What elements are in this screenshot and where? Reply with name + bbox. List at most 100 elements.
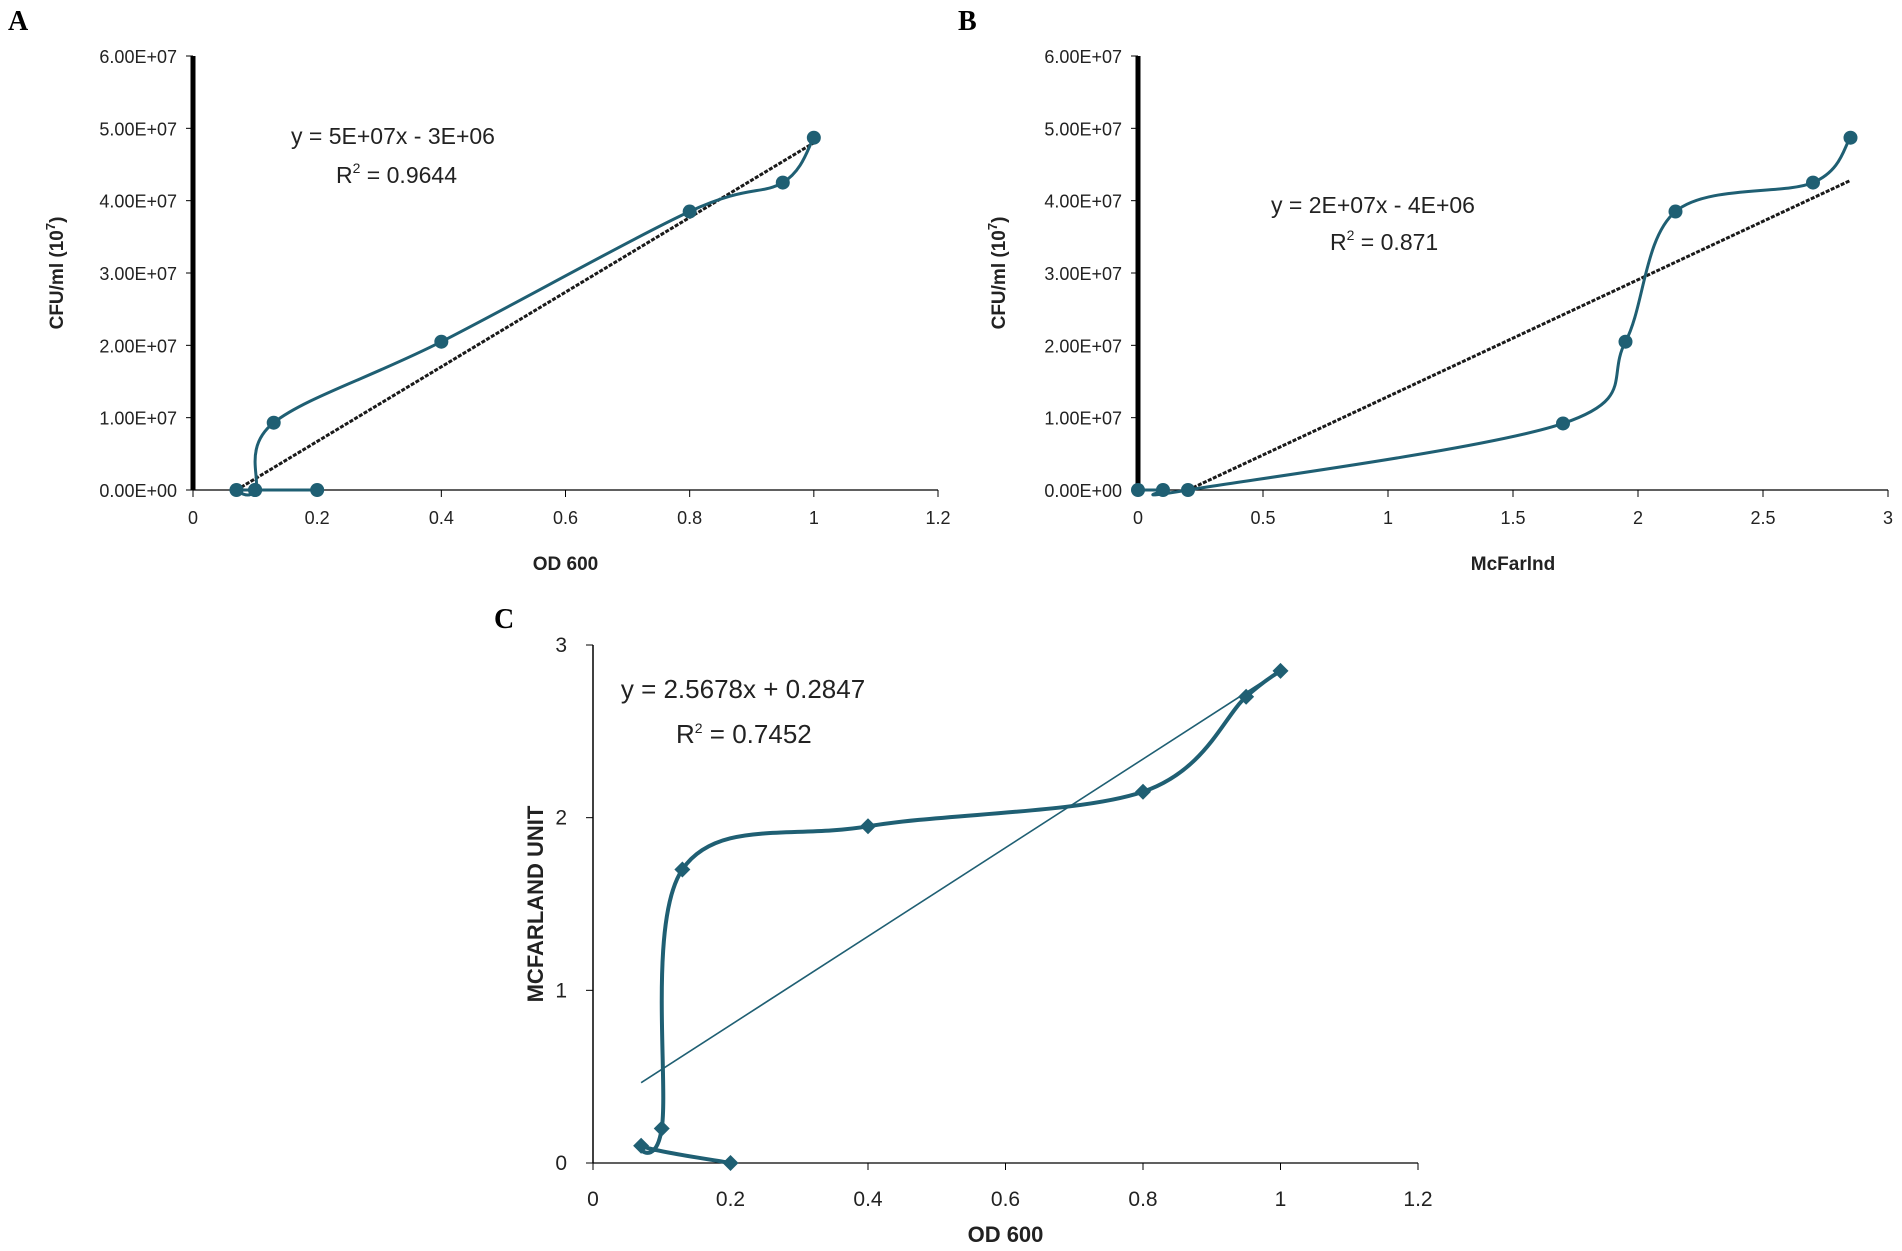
data-point [1181,483,1195,497]
trendline [1187,179,1852,492]
chart-panel-b: B 0 0.5 1 1.5 2 2.5 3 0.00E+00 1.00E+07 2.00E+07 3.… [958,6,1893,575]
chart-panel-a: A 0 0.2 0.4 0.6 0.8 1 1.2 0.00E+00 1.00E+07 2.00E+… [8,6,951,575]
y-axis-title-text: CFU/ml (10 [989,230,1010,329]
x-axis-title: OD 600 [968,1222,1044,1247]
y-axis-title-close: ) [47,217,68,223]
series-line [1138,136,1852,497]
x-tick-label: 0.8 [677,508,702,528]
trendline [640,669,1281,1084]
panel-label: A [8,6,29,37]
x-tick-label: 1 [1383,508,1393,528]
data-point [266,415,281,430]
data-point [1135,783,1151,800]
y-tick-label: 6.00E+07 [1044,47,1122,67]
y-axis-title-text: MCFARLAND UNIT [523,805,548,1002]
trendline [235,141,815,492]
y-axis-title-exponent: 7 [985,223,1000,230]
r-squared-label: R [336,162,353,188]
x-axis-title: OD 600 [533,554,598,575]
y-tick-label: 5.00E+07 [1044,119,1122,139]
data-point [1668,204,1683,219]
y-tick-label: 0 [555,1152,567,1175]
data-point [1272,662,1289,679]
x-tick-label: 0.6 [991,1188,1020,1211]
data-point [1156,483,1170,497]
data-point [1556,416,1570,431]
trendline-equation: y = 2.5678x + 0.2847 [621,674,865,704]
y-axis-title: CFU/ml (107) [43,217,68,330]
trendline-equation: y = 2E+07x - 4E+06 [1271,192,1475,218]
data-point [248,483,263,497]
y-tick-label: 4.00E+07 [99,192,177,212]
x-tick-label: 3 [1883,508,1893,528]
x-tick-label: 0.2 [305,508,330,528]
chart-panel-c: C 0 0.2 0.4 0.6 0.8 1 1.2 0 1 2 3 OD 600 MCFARLAND UN… [494,604,1433,1247]
r-squared-value: = 0.871 [1354,229,1438,255]
x-tick-label: 0 [587,1188,599,1211]
y-tick-label: 1.00E+07 [1044,409,1122,429]
y-tick-label: 1 [555,979,567,1002]
r-squared: R2 = 0.7452 [676,719,812,749]
data-point [434,334,449,349]
data-point [1618,334,1633,349]
r-squared-exponent: 2 [353,160,361,176]
y-tick-label: 3 [555,634,567,657]
y-axis-title-text: CFU/ml (10 [47,230,68,329]
x-tick-label: 0.4 [853,1188,883,1211]
data-point [722,1155,739,1171]
y-tick-label: 0.00E+00 [99,481,177,501]
y-axis-title-close: ) [989,217,1010,223]
data-point [633,1137,650,1154]
x-tick-label: 1.2 [1403,1188,1432,1211]
data-point [1843,130,1858,145]
r-squared: R2 = 0.9644 [336,160,457,188]
trendline-equation: y = 5E+07x - 3E+06 [291,123,495,149]
x-tick-label: 1.2 [925,508,950,528]
y-tick-label: 3.00E+07 [1044,264,1122,284]
data-point [1238,688,1255,705]
x-tick-label: 0.8 [1128,1188,1157,1211]
data-point [1131,483,1145,497]
x-tick-label: 0.6 [553,508,578,528]
y-axis-title: CFU/ml (107) [985,217,1010,330]
r-squared-value: = 0.9644 [360,162,457,188]
y-tick-label: 1.00E+07 [99,409,177,429]
y-tick-label: 4.00E+07 [1044,192,1122,212]
y-tick-label: 5.00E+07 [99,119,177,139]
r-squared-exponent: 2 [1347,227,1355,243]
r-squared: R2 = 0.871 [1330,227,1438,255]
x-tick-label: 0 [188,508,198,528]
r-squared-label: R [676,719,695,749]
x-tick-label: 0 [1133,508,1143,528]
data-point [1806,175,1820,190]
data-point [860,818,876,835]
x-tick-label: 1.5 [1500,508,1525,528]
data-point [674,861,691,878]
x-tick-label: 1 [809,508,819,528]
r-squared-value: = 0.7452 [703,719,812,749]
x-tick-label: 0.5 [1250,508,1275,528]
y-axis-title-exponent: 7 [43,223,58,230]
x-tick-label: 1 [1275,1188,1287,1211]
data-point [310,483,325,497]
x-tick-label: 2 [1633,508,1643,528]
x-tick-label: 0.4 [429,508,454,528]
y-axis-title: MCFARLAND UNIT [523,805,548,1002]
panel-label: C [494,604,514,635]
y-tick-label: 0.00E+00 [1044,481,1122,501]
y-tick-label: 2.00E+07 [99,336,177,356]
data-point [682,204,697,219]
data-point [806,130,821,145]
x-axis-title: McFarlnd [1471,554,1555,575]
y-tick-label: 6.00E+07 [99,47,177,67]
data-point [653,1120,670,1137]
data-point [775,175,790,190]
x-tick-label: 0.2 [716,1188,745,1211]
r-squared-exponent: 2 [695,720,703,736]
y-tick-label: 2 [555,807,567,830]
r-squared-label: R [1330,229,1347,255]
panel-label: B [958,6,977,37]
y-tick-label: 2.00E+07 [1044,336,1122,356]
y-tick-label: 3.00E+07 [99,264,177,284]
